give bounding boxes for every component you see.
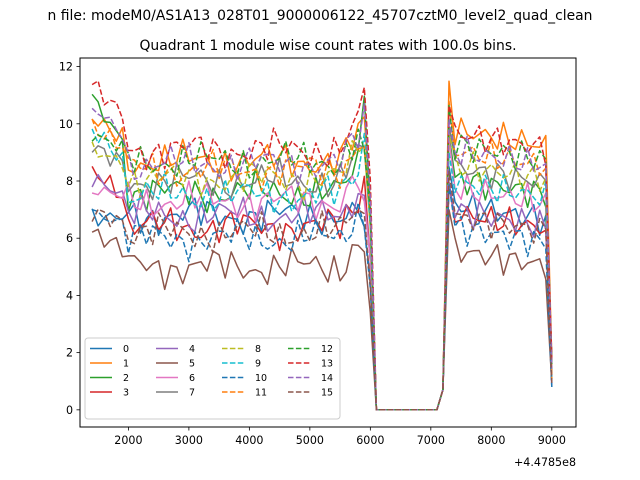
- legend-box: [84, 337, 341, 420]
- series-layer: [91, 80, 553, 411]
- y-tick-label: 8: [66, 175, 73, 188]
- x-tick-label: 7000: [417, 434, 445, 447]
- x-tick-label: 3000: [175, 434, 203, 447]
- legend-label-2: 2: [123, 373, 129, 384]
- y-tick-label: 4: [66, 289, 73, 302]
- series-line-11: [91, 100, 553, 411]
- legend-label-14: 14: [321, 373, 333, 384]
- series-line-14: [91, 103, 553, 411]
- legend-label-9: 9: [255, 359, 261, 370]
- x-tick-label: 6000: [356, 434, 384, 447]
- x-axis: 2000 3000 4000 5000 6000 7000 8000 9000: [114, 427, 566, 447]
- x-tick-label: 4000: [235, 434, 263, 447]
- chart-title: Quadrant 1 module wise count rates with …: [139, 38, 516, 54]
- series-line-6: [91, 137, 553, 411]
- y-tick-label: 10: [59, 118, 73, 131]
- legend-label-10: 10: [255, 373, 267, 384]
- legend-label-3: 3: [123, 388, 129, 399]
- x-tick-label: 8000: [477, 434, 505, 447]
- series-line-9: [91, 128, 553, 411]
- axes-frame: [79, 57, 577, 428]
- y-tick-label: 0: [66, 404, 73, 417]
- y-axis: 0 2 4 6 8 10 12: [59, 61, 80, 417]
- figure-suptitle: n file: modeM0/AS1A13_028T01_9000006122_…: [48, 8, 593, 24]
- x-offset-label: +4.4785e8: [514, 456, 576, 469]
- legend-label-4: 4: [189, 344, 195, 355]
- legend-label-0: 0: [123, 344, 129, 355]
- y-tick-label: 12: [59, 61, 73, 74]
- series-line-1: [91, 80, 553, 411]
- x-tick-label: 9000: [538, 434, 566, 447]
- x-tick-label: 2000: [114, 434, 142, 447]
- series-line-12: [91, 104, 553, 411]
- legend-label-12: 12: [321, 344, 333, 355]
- legend-label-13: 13: [321, 359, 333, 370]
- series-line-5: [91, 209, 553, 411]
- legend-label-6: 6: [189, 373, 195, 384]
- x-tick-label: 5000: [296, 434, 324, 447]
- legend-label-7: 7: [189, 388, 195, 399]
- y-tick-label: 2: [66, 347, 73, 360]
- legend-label-8: 8: [255, 344, 261, 355]
- series-line-15: [91, 170, 553, 411]
- legend-label-15: 15: [321, 388, 333, 399]
- series-line-4: [91, 173, 553, 411]
- y-tick-label: 6: [66, 232, 73, 245]
- legend-label-1: 1: [123, 359, 129, 370]
- legend-label-11: 11: [255, 388, 267, 399]
- series-line-0: [91, 165, 553, 411]
- legend-label-5: 5: [189, 359, 195, 370]
